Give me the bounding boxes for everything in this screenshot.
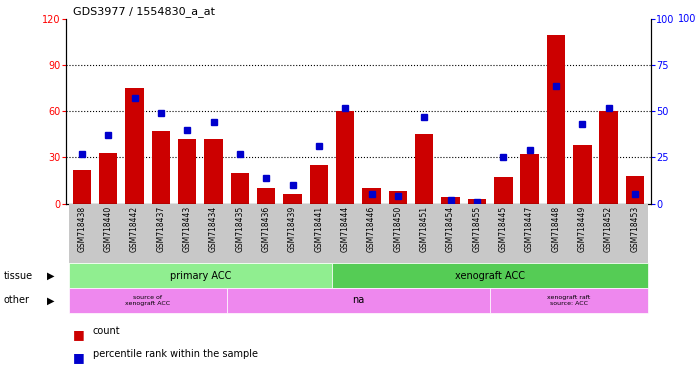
Text: GDS3977 / 1554830_a_at: GDS3977 / 1554830_a_at <box>73 7 215 17</box>
Text: GSM718450: GSM718450 <box>393 205 402 252</box>
Text: GSM718439: GSM718439 <box>288 205 297 252</box>
Bar <box>230 173 249 204</box>
Text: na: na <box>352 295 365 306</box>
Bar <box>310 165 328 204</box>
Bar <box>125 88 144 204</box>
Text: ▶: ▶ <box>47 270 54 281</box>
Bar <box>573 145 592 204</box>
Text: GSM718438: GSM718438 <box>77 205 86 252</box>
Text: source of
xenograft ACC: source of xenograft ACC <box>125 295 171 306</box>
Text: GSM718437: GSM718437 <box>157 205 166 252</box>
Text: GSM718451: GSM718451 <box>420 205 429 252</box>
Text: GSM718443: GSM718443 <box>183 205 192 252</box>
Text: other: other <box>3 295 29 306</box>
Text: GSM718445: GSM718445 <box>499 205 508 252</box>
Bar <box>415 134 434 204</box>
Text: xenograft raft
source: ACC: xenograft raft source: ACC <box>548 295 591 306</box>
Text: GSM718442: GSM718442 <box>130 205 139 252</box>
Text: xenograft ACC: xenograft ACC <box>455 270 525 281</box>
Bar <box>205 139 223 204</box>
Bar <box>257 188 276 204</box>
Bar <box>72 170 91 204</box>
Text: GSM718440: GSM718440 <box>104 205 113 252</box>
Text: count: count <box>93 326 120 336</box>
Text: GSM718453: GSM718453 <box>631 205 640 252</box>
Text: GSM718455: GSM718455 <box>473 205 482 252</box>
Bar <box>441 197 460 204</box>
Bar <box>178 139 196 204</box>
Text: GSM718436: GSM718436 <box>262 205 271 252</box>
Text: GSM718434: GSM718434 <box>209 205 218 252</box>
Bar <box>363 188 381 204</box>
Bar <box>283 194 302 204</box>
Bar <box>626 176 644 204</box>
Text: GSM718454: GSM718454 <box>446 205 455 252</box>
Bar <box>494 177 512 204</box>
Bar <box>336 111 354 204</box>
Bar <box>152 131 170 204</box>
Text: GSM718441: GSM718441 <box>315 205 324 252</box>
Text: GSM718448: GSM718448 <box>551 205 560 252</box>
Text: GSM718435: GSM718435 <box>235 205 244 252</box>
Text: GSM718446: GSM718446 <box>367 205 376 252</box>
Text: primary ACC: primary ACC <box>170 270 231 281</box>
Text: GSM718447: GSM718447 <box>525 205 534 252</box>
Bar <box>389 191 407 204</box>
Text: percentile rank within the sample: percentile rank within the sample <box>93 349 258 359</box>
Text: GSM718449: GSM718449 <box>578 205 587 252</box>
Y-axis label: 100%: 100% <box>678 14 696 24</box>
Bar <box>468 199 487 204</box>
Bar <box>547 35 565 204</box>
Text: ■: ■ <box>73 351 85 364</box>
Text: ▶: ▶ <box>47 295 54 306</box>
Text: GSM718452: GSM718452 <box>604 205 613 252</box>
Bar <box>99 153 118 204</box>
Text: GSM718444: GSM718444 <box>341 205 350 252</box>
Bar <box>521 154 539 204</box>
Text: tissue: tissue <box>3 270 33 281</box>
Text: ■: ■ <box>73 328 85 341</box>
Bar <box>599 111 618 204</box>
